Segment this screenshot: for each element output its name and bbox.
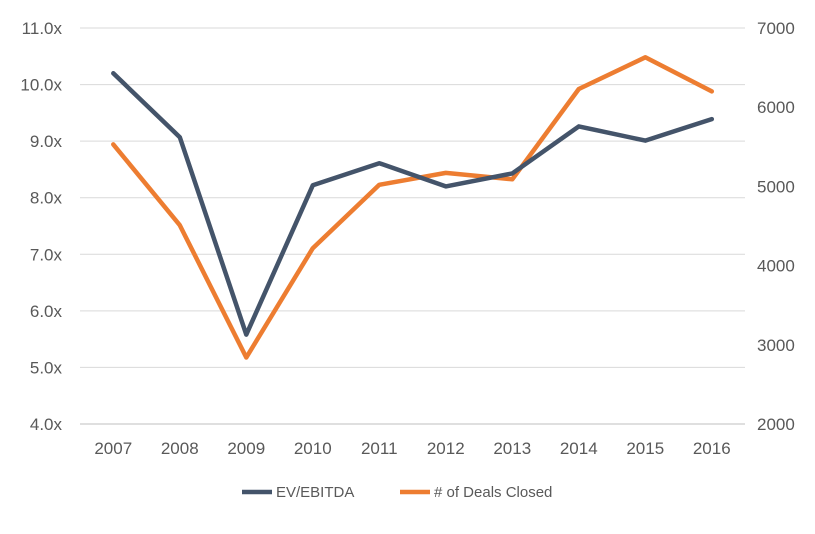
x-tick-label: 2009: [227, 439, 265, 458]
x-axis: 2007 2008 2009 2010 2011 2012 2013 2014 2015 2016: [94, 439, 730, 458]
gridlines: [80, 27, 745, 425]
left-y-tick-label: 5.0x: [30, 358, 63, 377]
x-tick-label: 2007: [94, 439, 132, 458]
x-tick-label: 2010: [294, 439, 332, 458]
left-y-tick-label: 11.0x: [22, 19, 63, 38]
right-y-tick-label: 6000: [757, 98, 795, 117]
deals-closed-series-line: [111, 55, 715, 360]
right-y-tick-label: 3000: [757, 336, 795, 355]
x-tick-label: 2016: [693, 439, 731, 458]
x-tick-label: 2011: [361, 439, 398, 458]
left-y-tick-label: 4.0x: [30, 415, 63, 434]
x-tick-label: 2014: [560, 439, 598, 458]
right-y-tick-label: 4000: [757, 257, 795, 276]
right-y-tick-label: 5000: [757, 177, 795, 196]
x-tick-label: 2012: [427, 439, 465, 458]
left-y-tick-label: 6.0x: [30, 302, 63, 321]
legend-label: # of Deals Closed: [434, 484, 552, 501]
left-y-axis: 4.0x 5.0x 6.0x 7.0x 8.0x 9.0x 10.0x 11.0x: [20, 19, 62, 434]
left-y-tick-label: 8.0x: [30, 189, 63, 208]
right-y-axis: 2000 3000 4000 5000 6000 7000: [757, 19, 795, 434]
x-tick-label: 2015: [626, 439, 664, 458]
ev-ebitda-series-line: [111, 71, 715, 337]
left-y-tick-label: 7.0x: [30, 245, 63, 264]
right-y-tick-label: 7000: [757, 19, 795, 38]
x-tick-label: 2008: [161, 439, 199, 458]
legend: EV/EBITDA # of Deals Closed: [242, 484, 552, 501]
left-y-tick-label: 9.0x: [30, 132, 63, 151]
x-tick-label: 2013: [493, 439, 531, 458]
series-lines: [111, 55, 715, 360]
left-y-tick-label: 10.0x: [20, 76, 62, 95]
right-y-tick-label: 2000: [757, 415, 795, 434]
legend-label: EV/EBITDA: [276, 484, 354, 501]
